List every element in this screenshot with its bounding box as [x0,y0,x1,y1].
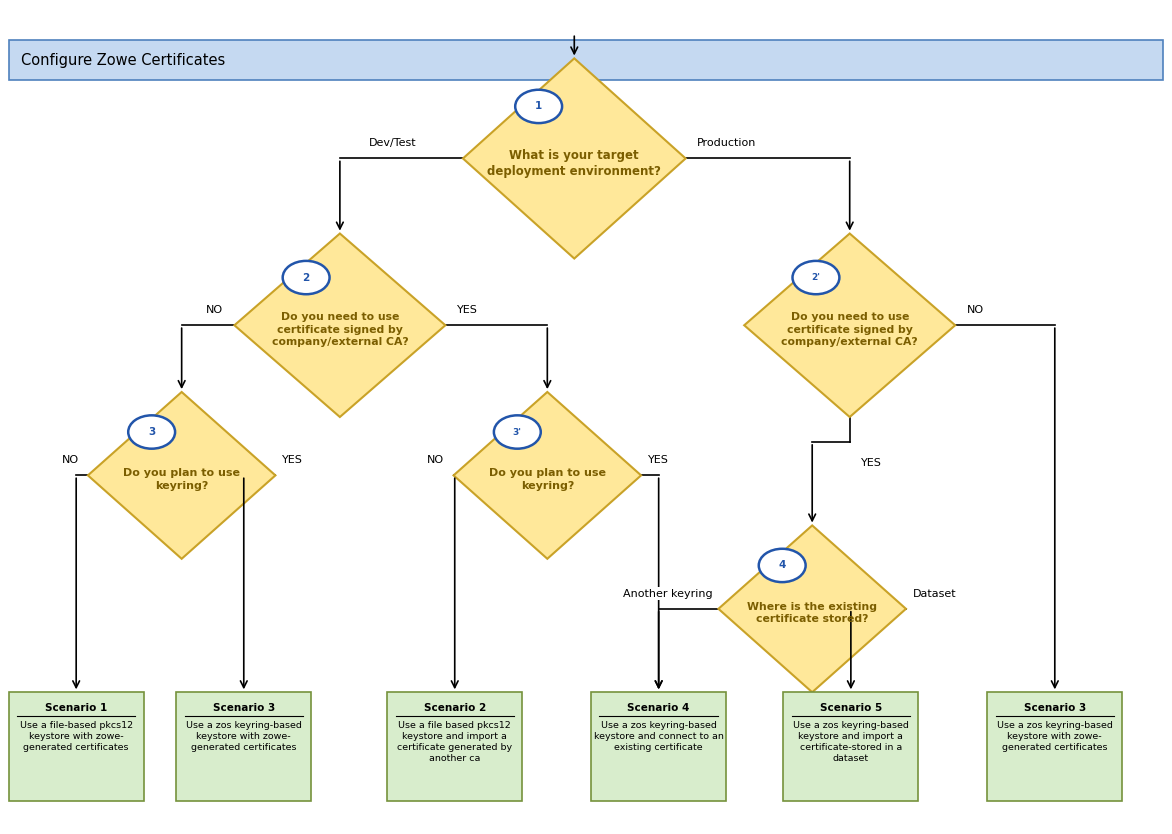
Text: Production: Production [697,138,757,148]
Text: Do you plan to use
keyring?: Do you plan to use keyring? [489,469,606,490]
Text: NO: NO [61,455,79,465]
FancyBboxPatch shape [783,692,919,801]
Text: NO: NO [967,305,984,315]
Circle shape [758,549,805,582]
Polygon shape [744,234,955,417]
Text: YES: YES [648,455,669,465]
Text: Use a zos keyring-based
keystore and connect to an
existing certificate: Use a zos keyring-based keystore and con… [594,721,723,751]
Text: NO: NO [427,455,444,465]
Text: 2': 2' [811,273,820,282]
Text: Scenario 4: Scenario 4 [627,703,690,713]
Circle shape [792,261,839,294]
Text: YES: YES [457,305,478,315]
Text: 3: 3 [148,427,155,437]
Polygon shape [88,392,275,559]
Text: Configure Zowe Certificates: Configure Zowe Certificates [21,53,225,68]
Text: Use a zos keyring-based
keystore with zowe-
generated certificates: Use a zos keyring-based keystore with zo… [997,721,1112,751]
FancyBboxPatch shape [9,40,1163,80]
Text: Scenario 2: Scenario 2 [423,703,486,713]
Text: Use a file based pkcs12
keystore and import a
certificate generated by
another c: Use a file based pkcs12 keystore and imp… [397,721,512,763]
Text: Scenario 3: Scenario 3 [212,703,275,713]
Text: NO: NO [205,305,223,315]
Polygon shape [234,234,445,417]
Text: Scenario 3: Scenario 3 [1023,703,1086,713]
Circle shape [282,261,329,294]
Polygon shape [718,525,906,692]
Text: Dev/Test: Dev/Test [368,138,416,148]
Text: Use a zos keyring-based
keystore with zowe-
generated certificates: Use a zos keyring-based keystore with zo… [186,721,301,751]
Text: Use a file-based pkcs12
keystore with zowe-
generated certificates: Use a file-based pkcs12 keystore with zo… [20,721,132,751]
Text: Use a zos keyring-based
keystore and import a
certificate-stored in a
dataset: Use a zos keyring-based keystore and imp… [793,721,908,763]
Polygon shape [454,392,641,559]
FancyBboxPatch shape [987,692,1123,801]
Text: What is your target
deployment environment?: What is your target deployment environme… [488,149,661,178]
Text: YES: YES [282,455,304,465]
FancyBboxPatch shape [387,692,523,801]
Text: 2: 2 [302,273,309,283]
Text: Do you plan to use
keyring?: Do you plan to use keyring? [123,469,240,490]
Text: Where is the existing
certificate stored?: Where is the existing certificate stored… [748,602,877,624]
Text: Dataset: Dataset [913,589,956,599]
Circle shape [516,90,563,123]
FancyBboxPatch shape [9,692,143,801]
Text: Do you need to use
certificate signed by
company/external CA?: Do you need to use certificate signed by… [782,313,918,347]
Circle shape [493,415,540,449]
Text: Scenario 5: Scenario 5 [819,703,883,713]
Text: 1: 1 [536,102,543,112]
Text: Do you need to use
certificate signed by
company/external CA?: Do you need to use certificate signed by… [272,313,408,347]
Text: 3': 3' [513,428,522,436]
FancyBboxPatch shape [176,692,312,801]
Text: 4: 4 [778,560,786,570]
Text: Scenario 1: Scenario 1 [45,703,108,713]
Text: Another keyring: Another keyring [624,589,713,599]
FancyBboxPatch shape [592,692,727,801]
Circle shape [128,415,175,449]
Polygon shape [463,58,686,259]
Text: YES: YES [861,458,883,468]
